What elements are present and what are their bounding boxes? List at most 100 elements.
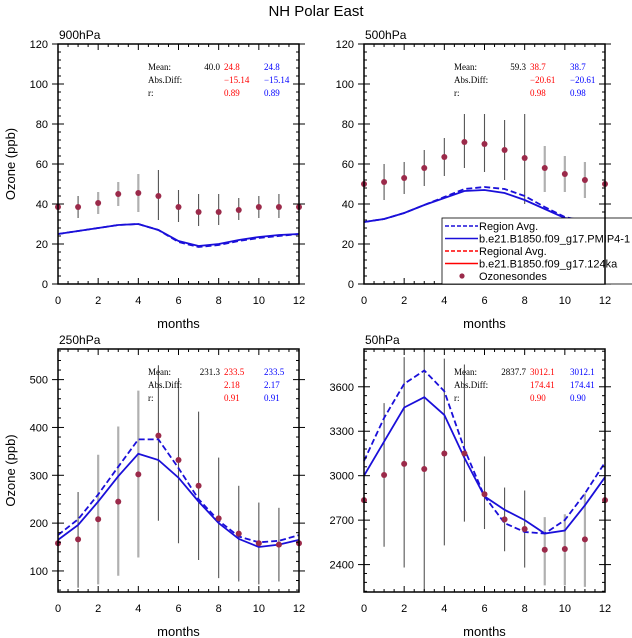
obs-point bbox=[115, 191, 122, 197]
x-tick-label: 4 bbox=[135, 603, 141, 615]
y-tick-label: 60 bbox=[342, 159, 354, 171]
x-tick-label: 2 bbox=[95, 603, 101, 615]
y-tick-label: 300 bbox=[30, 470, 48, 482]
y-tick-label: 3600 bbox=[330, 382, 354, 394]
stats-r-red: 0.91 bbox=[224, 393, 240, 403]
stats-absdiff-red: 2.18 bbox=[224, 380, 240, 390]
x-axis-label: months bbox=[463, 316, 506, 331]
stats-mean-obs: 59.3 bbox=[510, 62, 526, 72]
stats-absdiff-label: Abs.Diff: bbox=[454, 75, 488, 85]
stats-mean-label: Mean: bbox=[148, 62, 171, 72]
y-tick-label: 100 bbox=[30, 566, 48, 578]
y-tick-label: 40 bbox=[342, 199, 354, 211]
y-tick-label: 100 bbox=[30, 79, 48, 91]
x-tick-label: 10 bbox=[559, 603, 571, 615]
x-tick-label: 8 bbox=[522, 603, 528, 615]
x-tick-label: 2 bbox=[401, 603, 407, 615]
x-tick-label: 12 bbox=[293, 603, 305, 615]
x-tick-label: 4 bbox=[135, 295, 141, 307]
y-tick-label: 20 bbox=[342, 239, 354, 251]
obs-point bbox=[381, 471, 388, 478]
series-line-region-avg bbox=[57, 223, 300, 248]
y-axis-label: Ozone (ppb) bbox=[3, 128, 18, 200]
obs-point bbox=[461, 450, 468, 457]
obs-point bbox=[235, 207, 242, 213]
y-tick-label: 2700 bbox=[330, 515, 354, 527]
stats-mean-label: Mean: bbox=[454, 367, 477, 377]
legend-label: b.e21.B1850.f09_g17.PMIP4-1 bbox=[479, 234, 630, 246]
x-tick-label: 6 bbox=[481, 603, 487, 615]
obs-point bbox=[581, 177, 588, 183]
obs-point bbox=[175, 456, 182, 463]
y-tick-label: 120 bbox=[30, 39, 48, 51]
x-tick-label: 8 bbox=[216, 295, 222, 307]
x-tick-label: 0 bbox=[55, 295, 61, 307]
stats-mean-blue: 24.8 bbox=[264, 62, 280, 72]
stats-r-label: r: bbox=[148, 393, 154, 403]
obs-point bbox=[75, 204, 82, 210]
obs-point bbox=[541, 546, 548, 553]
stats-mean-red: 3012.1 bbox=[530, 367, 555, 377]
obs-point bbox=[581, 536, 588, 543]
y-tick-label: 20 bbox=[36, 239, 48, 251]
obs-point bbox=[481, 141, 488, 147]
x-tick-label: 4 bbox=[441, 603, 447, 615]
obs-point bbox=[401, 460, 408, 467]
obs-point bbox=[521, 155, 528, 161]
obs-point bbox=[441, 154, 448, 160]
x-tick-label: 2 bbox=[401, 295, 407, 307]
stats-absdiff-label: Abs.Diff: bbox=[148, 75, 182, 85]
y-tick-label: 3300 bbox=[330, 426, 354, 438]
series-line-region-avg bbox=[363, 186, 606, 223]
obs-point bbox=[255, 540, 262, 547]
obs-point bbox=[521, 526, 528, 533]
obs-point bbox=[135, 471, 142, 478]
obs-point bbox=[275, 541, 282, 548]
panel-title: 250hPa bbox=[59, 333, 101, 347]
obs-point bbox=[155, 193, 162, 199]
x-tick-label: 8 bbox=[216, 603, 222, 615]
x-tick-label: 12 bbox=[293, 295, 305, 307]
stats-absdiff-blue: 2.17 bbox=[264, 380, 280, 390]
x-tick-label: 0 bbox=[55, 603, 61, 615]
x-axis-label: months bbox=[463, 624, 506, 638]
panel-title: 900hPa bbox=[59, 28, 101, 42]
legend-marker-icon bbox=[459, 273, 465, 279]
obs-point bbox=[501, 147, 508, 153]
obs-point bbox=[215, 515, 222, 522]
x-tick-label: 12 bbox=[599, 295, 611, 307]
stats-r-red: 0.89 bbox=[224, 88, 240, 98]
stats-mean-obs: 2837.7 bbox=[501, 367, 526, 377]
legend-label: Regional Avg. bbox=[479, 246, 547, 258]
stats-mean-red: 233.5 bbox=[224, 367, 245, 377]
stats-r-red: 0.90 bbox=[530, 393, 546, 403]
panel-50hPa: 50hPa 0 2 4 6 8 10 12 2400 2700 3000 3300 3600 months… bbox=[330, 333, 612, 638]
stats-r-blue: 0.89 bbox=[264, 88, 280, 98]
legend-label: Ozonesondes bbox=[479, 271, 547, 283]
legend-label: b.e21.B1850.f09_g17.124ka bbox=[479, 259, 618, 271]
stats-absdiff-blue: 174.41 bbox=[570, 380, 595, 390]
obs-point bbox=[561, 171, 568, 177]
y-tick-label: 400 bbox=[30, 422, 48, 434]
x-tick-label: 0 bbox=[361, 295, 367, 307]
x-tick-label: 6 bbox=[175, 603, 181, 615]
y-tick-label: 500 bbox=[30, 375, 48, 387]
obs-point bbox=[481, 491, 488, 498]
obs-point bbox=[115, 498, 122, 505]
y-tick-label: 60 bbox=[36, 159, 48, 171]
x-tick-label: 8 bbox=[522, 295, 528, 307]
obs-point bbox=[95, 200, 102, 206]
y-tick-label: 80 bbox=[342, 119, 354, 131]
panel-title: 500hPa bbox=[365, 28, 407, 42]
obs-point bbox=[501, 516, 508, 523]
legend-box bbox=[441, 217, 632, 285]
stats-absdiff-label: Abs.Diff: bbox=[148, 380, 182, 390]
y-tick-label: 40 bbox=[36, 199, 48, 211]
legend-label: Region Avg. bbox=[479, 221, 538, 233]
stats-r-blue: 0.91 bbox=[264, 393, 280, 403]
obs-point bbox=[195, 209, 202, 215]
y-tick-label: 200 bbox=[30, 518, 48, 530]
obs-point bbox=[135, 190, 142, 196]
obs-point bbox=[155, 432, 162, 439]
